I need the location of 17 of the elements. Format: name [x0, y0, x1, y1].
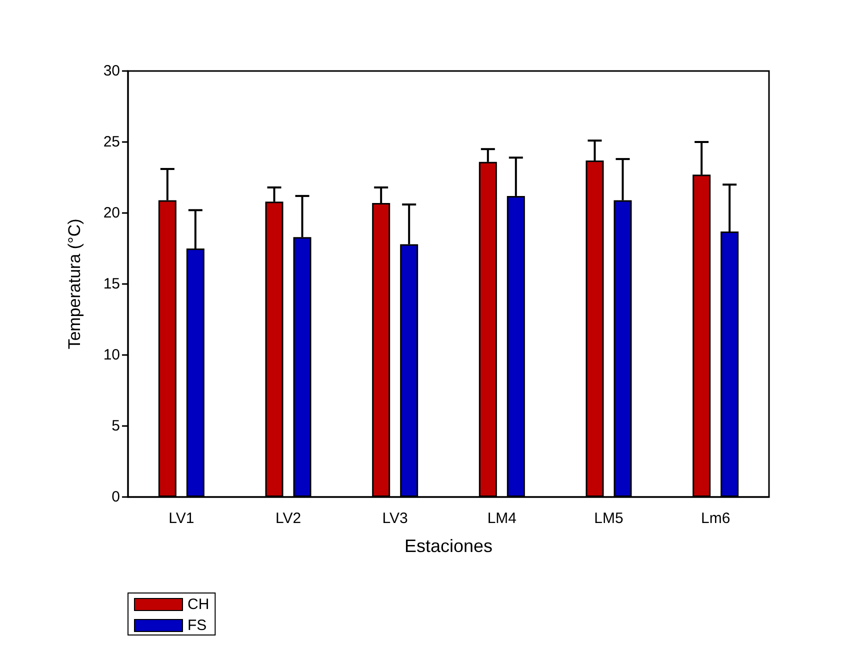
- x-tick-label: LM5: [594, 510, 624, 527]
- x-tick-label: LM4: [487, 510, 517, 527]
- x-tick-label: LV1: [168, 510, 194, 527]
- y-tick-label: 20: [103, 204, 120, 222]
- y-tick-label: 10: [103, 346, 120, 364]
- x-axis-title: Estaciones: [404, 536, 493, 556]
- y-tick-label: 15: [103, 276, 120, 292]
- y-tick-label: 0: [112, 488, 120, 506]
- legend-label: FS: [188, 617, 207, 634]
- x-tick-label: LV2: [275, 510, 302, 527]
- y-axis-title: Temperatura (°C): [65, 218, 84, 350]
- x-tick-label: LV3: [382, 510, 408, 527]
- legend-label: CH: [188, 596, 210, 613]
- y-tick-label: 5: [112, 418, 120, 434]
- y-tick-label: 30: [103, 62, 120, 80]
- y-tick-label: 25: [103, 134, 120, 150]
- x-tick-label: Lm6: [700, 510, 730, 527]
